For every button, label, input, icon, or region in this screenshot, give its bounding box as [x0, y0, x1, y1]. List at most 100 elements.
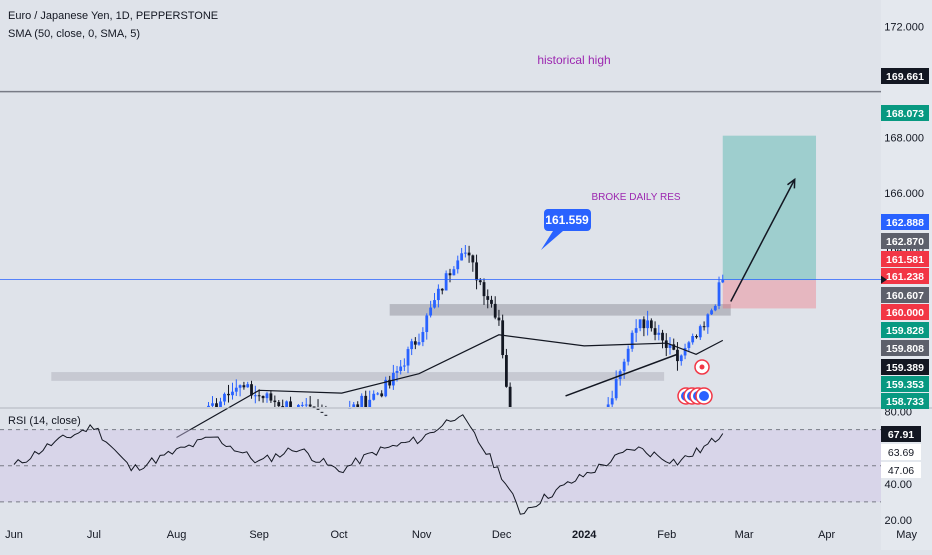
rsi-badge-text: 47.06	[888, 465, 914, 477]
candle-body	[273, 400, 277, 403]
position-stop-zone	[722, 280, 817, 309]
candle-body	[504, 355, 508, 387]
candle-body	[471, 255, 475, 263]
candle-body	[687, 342, 691, 348]
candle-body	[634, 328, 638, 333]
x-tick-label: Nov	[412, 529, 432, 541]
candle-body	[429, 307, 433, 316]
candle-body	[304, 404, 308, 406]
price-badge	[881, 376, 929, 392]
candle-body	[460, 253, 464, 261]
candle-body	[388, 379, 392, 386]
candle-body	[702, 326, 706, 328]
price-badge	[881, 233, 929, 249]
candle-body	[456, 260, 460, 270]
candle-body	[425, 315, 429, 333]
x-tick-label: Jul	[87, 529, 101, 541]
candle-body	[698, 326, 702, 338]
candle-body	[475, 262, 478, 281]
candle-body	[501, 320, 505, 356]
candle-body	[610, 398, 614, 405]
rsi-badge	[881, 426, 921, 442]
candle-body	[253, 395, 257, 397]
candle-body	[646, 320, 650, 329]
candle-body	[606, 404, 610, 407]
candle-body	[657, 332, 661, 335]
candle-body	[215, 403, 218, 407]
price-badge	[881, 251, 929, 267]
callout-text: 161.559	[545, 213, 589, 227]
candle-body	[410, 341, 414, 350]
candle-body	[269, 393, 273, 401]
candle-body	[296, 404, 300, 407]
candle-body	[227, 393, 230, 396]
candle-body	[265, 393, 269, 399]
candle-body	[289, 401, 292, 407]
candle-body	[490, 299, 493, 304]
sr-zone	[389, 304, 731, 316]
x-tick-label: May	[896, 529, 917, 541]
candle-body	[360, 395, 364, 407]
x-tick-label: Jun	[5, 529, 23, 541]
candle-body	[242, 385, 246, 388]
candle-body	[380, 393, 384, 397]
candle-body	[467, 252, 471, 256]
price-badge	[881, 322, 929, 338]
candle-body	[207, 405, 210, 407]
price-badge-text: 159.353	[886, 379, 924, 391]
candle-body	[695, 336, 698, 338]
candle-body	[710, 310, 713, 315]
candle-body	[277, 402, 281, 407]
candle-body	[683, 347, 687, 356]
rsi-badge-text: 67.91	[888, 429, 914, 441]
candle-body	[448, 273, 452, 276]
x-tick-label: Dec	[492, 529, 512, 541]
candle-body	[399, 366, 403, 371]
candle-body	[417, 342, 421, 345]
candle-body	[281, 406, 285, 408]
candle-body	[285, 401, 289, 407]
indicator-title: SMA (50, close, 0, SMA, 5)	[8, 28, 141, 40]
candle-body	[717, 282, 721, 306]
candle-body	[649, 320, 653, 329]
candle-body	[364, 395, 368, 407]
candle-body	[478, 280, 482, 283]
candle-body	[234, 387, 238, 392]
candle-body	[219, 401, 222, 407]
price-badge	[881, 287, 929, 303]
candle-body	[211, 403, 214, 406]
candle-body	[486, 296, 490, 300]
candle-body	[324, 414, 328, 416]
price-badge	[881, 268, 929, 284]
rsi-badge-text: 63.69	[888, 447, 914, 459]
price-badge-text: 159.389	[886, 362, 924, 374]
candle-body	[433, 300, 436, 308]
candle-body	[672, 344, 676, 350]
position-target-zone	[722, 135, 817, 281]
price-badge-text: 160.000	[886, 307, 924, 319]
candle-body	[250, 384, 253, 396]
candle-body	[356, 404, 360, 407]
x-tick-label: Feb	[657, 529, 676, 541]
symbol-title: Euro / Japanese Yen, 1D, PEPPERSTONE	[8, 10, 219, 22]
x-tick-label: 2024	[572, 529, 597, 541]
price-badge-text: 159.828	[886, 325, 924, 337]
candle-body	[316, 408, 320, 410]
price-badge	[881, 214, 929, 230]
price-badge-text: 159.808	[886, 343, 924, 355]
candle-body	[668, 344, 672, 348]
trendline	[565, 353, 678, 397]
candle-body	[444, 273, 448, 291]
candle-body	[406, 349, 410, 366]
price-badge	[881, 393, 929, 409]
candle-body	[721, 279, 725, 283]
candle-body	[614, 379, 618, 399]
y-tick-label: 172.000	[884, 22, 924, 34]
price-badge-text: 161.581	[886, 254, 924, 266]
candle-body	[676, 349, 679, 362]
rsi-title: RSI (14, close)	[8, 415, 81, 427]
zones-layer	[51, 135, 817, 381]
candle-body	[312, 406, 316, 408]
